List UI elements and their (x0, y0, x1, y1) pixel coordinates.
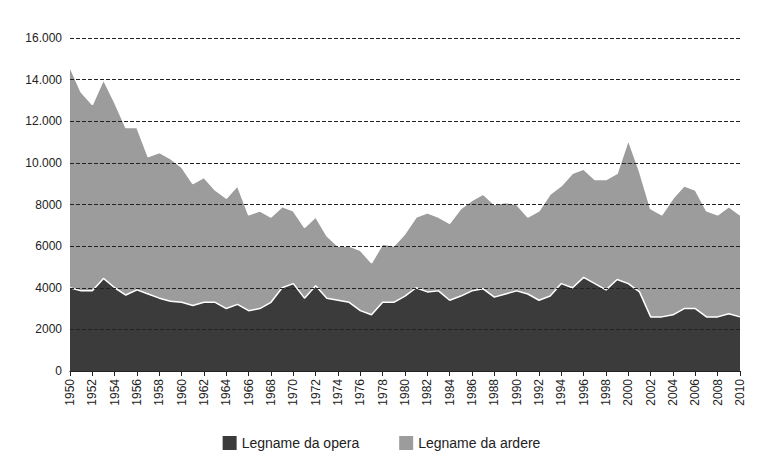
svg-text:1954: 1954 (108, 379, 122, 406)
svg-text:1956: 1956 (130, 379, 144, 406)
svg-text:1986: 1986 (465, 379, 479, 406)
svg-text:1970: 1970 (286, 379, 300, 406)
svg-text:1992: 1992 (532, 379, 546, 406)
svg-text:1988: 1988 (487, 379, 501, 406)
svg-text:1968: 1968 (264, 379, 278, 406)
svg-text:1984: 1984 (443, 379, 457, 406)
svg-text:10.000: 10.000 (25, 156, 62, 170)
svg-text:1960: 1960 (175, 379, 189, 406)
svg-text:16.000: 16.000 (25, 31, 62, 45)
svg-text:1962: 1962 (197, 379, 211, 406)
svg-text:12.000: 12.000 (25, 114, 62, 128)
svg-text:0: 0 (55, 364, 62, 378)
svg-text:1972: 1972 (309, 379, 323, 406)
svg-text:1966: 1966 (242, 379, 256, 406)
svg-text:1976: 1976 (353, 379, 367, 406)
svg-text:1950: 1950 (63, 379, 77, 406)
svg-text:1958: 1958 (152, 379, 166, 406)
svg-text:1974: 1974 (331, 379, 345, 406)
svg-text:1978: 1978 (376, 379, 390, 406)
svg-text:Legname da ardere: Legname da ardere (418, 435, 540, 451)
svg-text:2006: 2006 (688, 379, 702, 406)
svg-text:1980: 1980 (398, 379, 412, 406)
svg-text:1952: 1952 (85, 379, 99, 406)
svg-text:1990: 1990 (510, 379, 524, 406)
svg-text:14.000: 14.000 (25, 73, 62, 87)
svg-text:2002: 2002 (644, 379, 658, 406)
svg-text:1998: 1998 (599, 379, 613, 406)
svg-text:2004: 2004 (666, 379, 680, 406)
svg-text:Legname da opera: Legname da opera (242, 435, 360, 451)
svg-text:4000: 4000 (35, 281, 62, 295)
svg-text:2010: 2010 (733, 379, 747, 406)
svg-text:1996: 1996 (577, 379, 591, 406)
svg-text:6000: 6000 (35, 239, 62, 253)
svg-text:1982: 1982 (420, 379, 434, 406)
svg-text:2000: 2000 (621, 379, 635, 406)
svg-text:1964: 1964 (219, 379, 233, 406)
svg-text:2008: 2008 (711, 379, 725, 406)
svg-text:1994: 1994 (554, 379, 568, 406)
svg-text:8000: 8000 (35, 198, 62, 212)
svg-text:2000: 2000 (35, 322, 62, 336)
